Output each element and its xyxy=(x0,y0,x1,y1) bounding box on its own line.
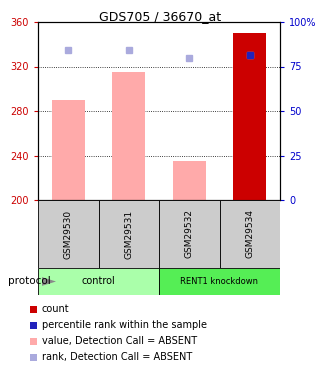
Bar xyxy=(38,268,159,295)
Bar xyxy=(38,200,99,268)
Text: GDS705 / 36670_at: GDS705 / 36670_at xyxy=(99,10,221,23)
Polygon shape xyxy=(42,277,56,286)
Bar xyxy=(159,268,280,295)
Bar xyxy=(99,200,159,268)
Bar xyxy=(112,72,145,200)
Text: RENT1 knockdown: RENT1 knockdown xyxy=(180,277,259,286)
Text: value, Detection Call = ABSENT: value, Detection Call = ABSENT xyxy=(42,336,197,346)
Bar xyxy=(52,100,85,200)
Text: GSM29530: GSM29530 xyxy=(64,209,73,259)
Text: GSM29534: GSM29534 xyxy=(245,210,254,258)
Text: protocol: protocol xyxy=(8,276,51,286)
Text: count: count xyxy=(42,304,70,314)
Bar xyxy=(30,306,37,312)
Bar xyxy=(30,321,37,328)
Text: rank, Detection Call = ABSENT: rank, Detection Call = ABSENT xyxy=(42,352,192,362)
Bar xyxy=(233,33,266,200)
Text: GSM29531: GSM29531 xyxy=(124,209,133,259)
Bar xyxy=(30,354,37,360)
Bar xyxy=(172,161,206,200)
Text: GSM29532: GSM29532 xyxy=(185,210,194,258)
Bar xyxy=(159,200,220,268)
Bar xyxy=(233,33,266,200)
Text: percentile rank within the sample: percentile rank within the sample xyxy=(42,320,207,330)
Bar xyxy=(220,200,280,268)
Bar xyxy=(30,338,37,345)
Text: control: control xyxy=(82,276,116,286)
